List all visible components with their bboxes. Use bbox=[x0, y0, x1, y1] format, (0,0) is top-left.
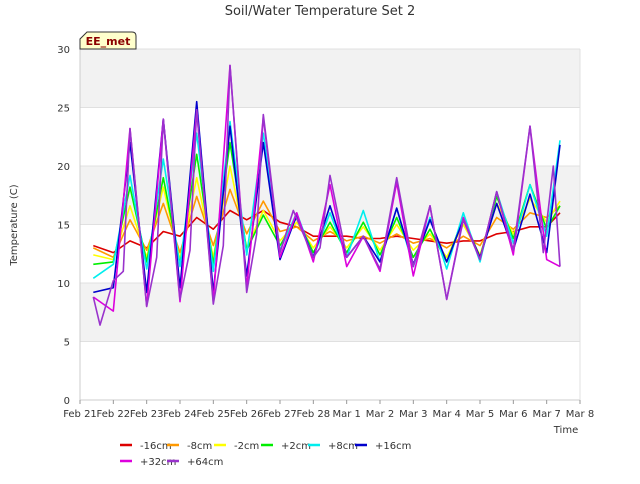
series-lines bbox=[92, 64, 561, 326]
legend-label: -2cm bbox=[234, 441, 259, 452]
x-tick-label: Mar 5 bbox=[466, 409, 494, 420]
legend-label: +8cm bbox=[328, 441, 358, 452]
y-tick-label: 0 bbox=[64, 396, 70, 407]
x-tick-label: Mar 4 bbox=[432, 409, 460, 420]
x-tick-label: Mar 8 bbox=[566, 409, 594, 420]
plot-band bbox=[80, 283, 580, 342]
x-tick-label: Mar 7 bbox=[532, 409, 560, 420]
station-badge: EE_met bbox=[79, 31, 137, 50]
x-tick-label: Feb 28 bbox=[297, 409, 331, 420]
legend-label: +16cm bbox=[375, 441, 411, 452]
x-tick-label: Feb 25 bbox=[197, 409, 231, 420]
y-tick-label: 30 bbox=[57, 45, 70, 56]
x-tick-label: Feb 26 bbox=[230, 409, 264, 420]
legend-item-+64cm: +64cm bbox=[167, 457, 223, 468]
legend-item--16cm: -16cm bbox=[120, 441, 172, 452]
plot-band bbox=[80, 49, 580, 108]
y-tick-labels: 0 5 10 15 20 25 30 bbox=[57, 45, 70, 407]
x-axis-label: Time bbox=[553, 425, 578, 436]
legend-item--2cm: -2cm bbox=[214, 441, 259, 452]
y-tick-label: 10 bbox=[57, 279, 70, 290]
axes bbox=[79, 49, 581, 401]
chart-title: Soil/Water Temperature Set 2 bbox=[225, 4, 416, 19]
x-tick-label: Mar 1 bbox=[332, 409, 360, 420]
legend-item-+2cm: +2cm bbox=[261, 441, 311, 452]
y-tick-label: 15 bbox=[57, 221, 70, 232]
legend-item-+16cm: +16cm bbox=[355, 441, 411, 452]
x-tick-label: Feb 22 bbox=[97, 409, 131, 420]
station-label: EE_met bbox=[86, 35, 131, 48]
y-tick-label: 20 bbox=[57, 162, 70, 173]
x-tick-label: Feb 21 bbox=[63, 409, 97, 420]
x-tick-label: Feb 23 bbox=[130, 409, 164, 420]
legend-item-+8cm: +8cm bbox=[308, 441, 358, 452]
x-tick-label: Mar 6 bbox=[499, 409, 527, 420]
x-tick-labels: Feb 21 Feb 22 Feb 23 Feb 24 Feb 25 Feb 26 Feb … bbox=[63, 400, 594, 420]
y-tick-label: 5 bbox=[64, 338, 70, 349]
legend-label: -16cm bbox=[140, 441, 172, 452]
legend-item-+32cm: +32cm bbox=[120, 457, 176, 468]
y-axis-label: Temperature (C) bbox=[9, 184, 20, 266]
legend-label: +2cm bbox=[281, 441, 311, 452]
x-tick-label: Feb 24 bbox=[163, 409, 197, 420]
series-line-+64cm bbox=[92, 64, 561, 326]
legend-label: +64cm bbox=[187, 457, 223, 468]
station-badge-box bbox=[79, 31, 137, 50]
legend-item--8cm: -8cm bbox=[167, 441, 212, 452]
x-tick-label: Mar 3 bbox=[399, 409, 427, 420]
x-tick-label: Feb 27 bbox=[263, 409, 297, 420]
legend: -16cm -8cm -2cm +2cm +8cm +16cm +32cm +64cm bbox=[120, 441, 411, 468]
x-tick-label: Mar 2 bbox=[366, 409, 394, 420]
y-tick-label: 25 bbox=[57, 104, 70, 115]
legend-label: -8cm bbox=[187, 441, 212, 452]
legend-label: +32cm bbox=[140, 457, 176, 468]
